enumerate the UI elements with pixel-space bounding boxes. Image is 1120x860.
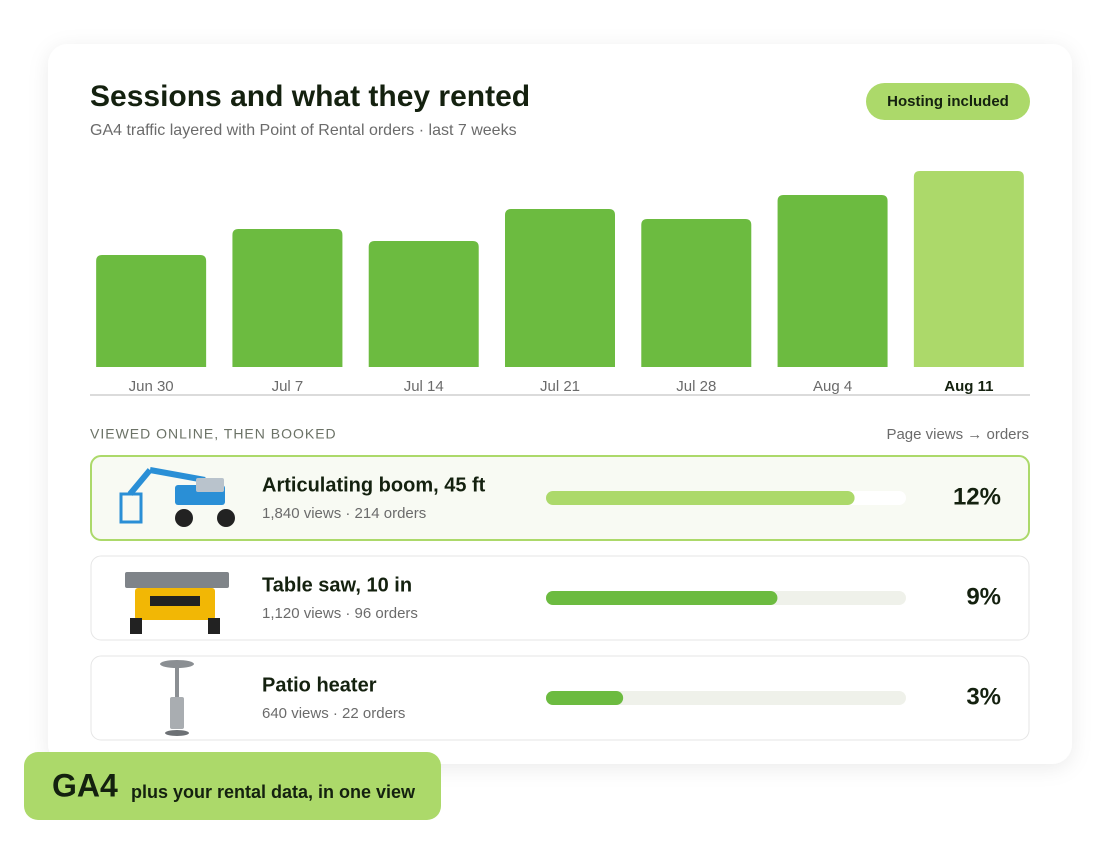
boom-lift-icon (119, 467, 235, 527)
progress-track (546, 691, 906, 705)
subtitle: GA4 traffic layered with Point of Rental… (90, 122, 517, 139)
table-saw-icon (125, 572, 229, 634)
patio-heater-icon (160, 660, 194, 736)
section-legend: Page views → orders (886, 426, 1029, 443)
x-tick-label: Jul 7 (272, 378, 304, 395)
product-name: Articulating boom, 45 ft (262, 474, 486, 496)
product-percent: 3% (966, 683, 1001, 710)
bar (641, 219, 752, 367)
bar (913, 171, 1024, 367)
title: Sessions and what they rented (90, 80, 530, 113)
x-tick-label: Jun 30 (129, 378, 174, 395)
badge (866, 83, 1030, 120)
bar (505, 209, 615, 367)
progress-fill (546, 691, 624, 705)
product-percent: 12% (953, 483, 1001, 510)
bar (232, 229, 343, 367)
x-tick-label: Jul 14 (404, 378, 444, 395)
bar (777, 195, 888, 367)
product-name: Patio heater (262, 674, 377, 696)
product-name: Table saw, 10 in (262, 574, 412, 596)
bar (96, 255, 207, 367)
x-tick-label: Aug 4 (813, 378, 852, 395)
product-percent: 9% (966, 583, 1001, 610)
footer-badge (24, 752, 441, 820)
footer-text: plus your rental data, in one view (131, 782, 416, 802)
bar (368, 241, 479, 367)
footer-title: GA4 (52, 767, 118, 803)
x-tick-label: Jul 21 (540, 378, 580, 395)
section-heading: VIEWED ONLINE, THEN BOOKED (90, 426, 337, 442)
progress-fill (546, 591, 778, 605)
product-detail: 1,840 views · 214 orders (262, 505, 426, 522)
x-tick-label: Jul 28 (676, 378, 716, 395)
x-tick-label: Aug 11 (944, 378, 993, 395)
product-detail: 640 views · 22 orders (262, 705, 405, 722)
progress-fill (546, 491, 855, 505)
product-detail: 1,120 views · 96 orders (262, 605, 418, 622)
badge-text: Hosting included (887, 93, 1009, 110)
